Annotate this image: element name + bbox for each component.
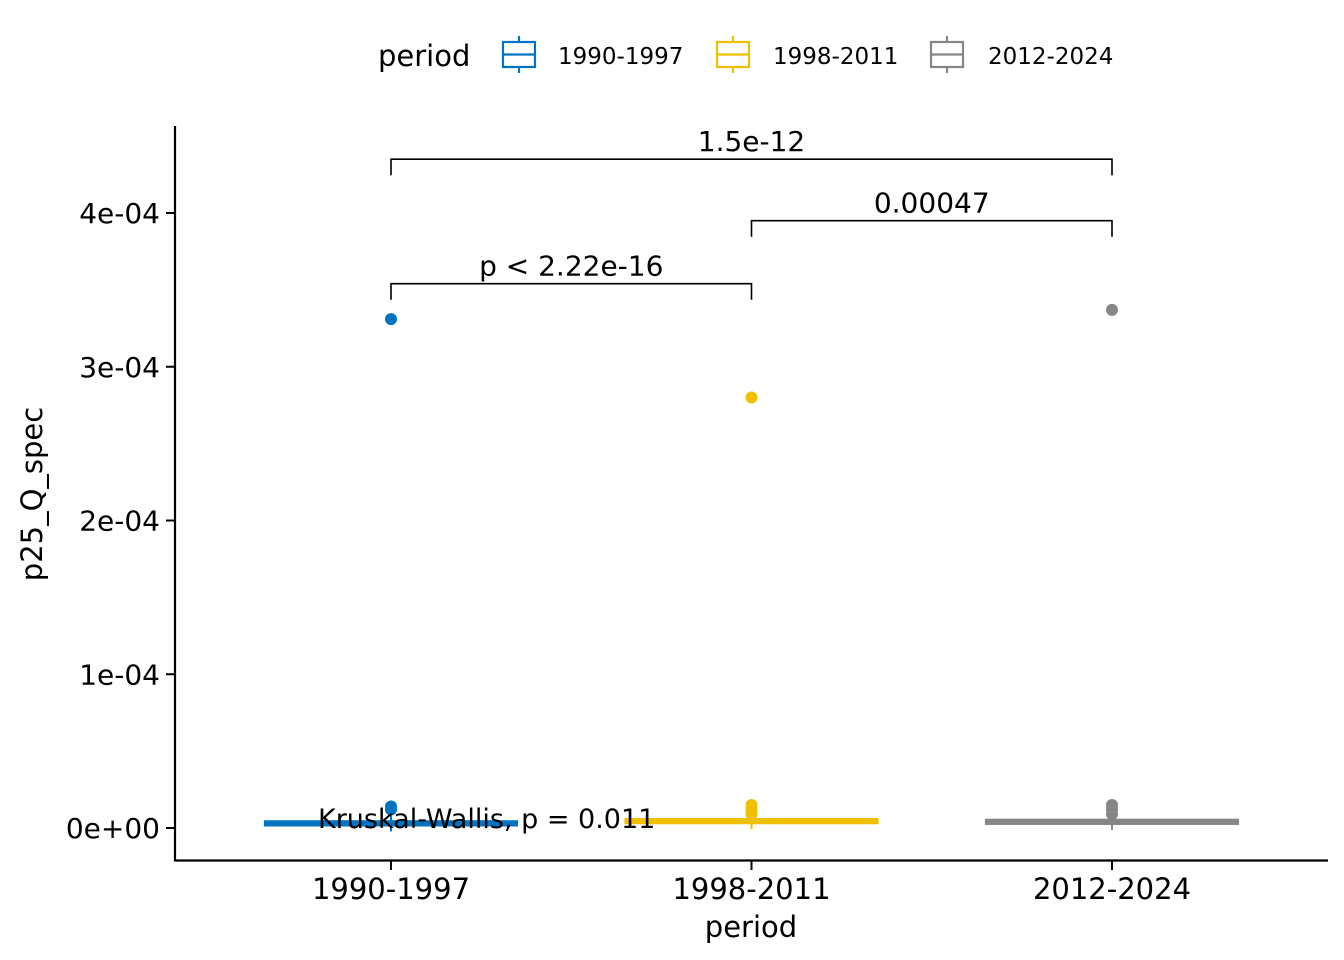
significance-brackets: p < 2.22e-16 0.00047 1.5e-12 [390, 125, 1113, 300]
y-ticks: 0e+00 1e-04 2e-04 3e-04 4e-04 [66, 197, 175, 845]
x-tick-label: 2012-2024 [1033, 872, 1191, 906]
kruskal-wallis-annotation: Kruskal-Wallis, p = 0.011 [318, 804, 655, 835]
legend-label: 2012-2024 [988, 44, 1113, 70]
bracket: 1.5e-12 [390, 125, 1113, 176]
y-axis-label: p25_Q_spec [15, 407, 49, 581]
legend-item-1998-2011: 1998-2011 [715, 36, 898, 73]
legend-title: period [378, 39, 470, 73]
outlier-point [745, 391, 758, 404]
outlier-point [385, 313, 397, 326]
y-tick-label: 2e-04 [79, 505, 160, 538]
legend-item-1990-1997: 1990-1997 [501, 36, 683, 73]
outlier-point [385, 803, 397, 816]
outlier-point [1106, 808, 1118, 821]
x-tick-label: 1998-2011 [672, 872, 830, 906]
box-1990-1997 [263, 313, 519, 832]
x-tick-label: 1990-1997 [312, 872, 470, 906]
y-tick-label: 4e-04 [79, 197, 160, 230]
bracket-label: p < 2.22e-16 [479, 250, 663, 283]
legend-item-2012-2024: 2012-2024 [929, 36, 1113, 73]
bracket-line [750, 219, 1113, 237]
y-tick-label: 3e-04 [79, 351, 160, 384]
legend-label: 1990-1997 [558, 44, 683, 70]
x-axis-label: period [705, 910, 797, 944]
bracket-label: 0.00047 [874, 187, 990, 220]
box-1998-2011 [624, 391, 879, 830]
bracket-label: 1.5e-12 [698, 125, 806, 158]
boxes [263, 303, 1240, 832]
bracket-line [390, 282, 753, 300]
box-2012-2024 [984, 303, 1240, 830]
legend-label: 1998-2011 [773, 44, 898, 70]
x-ticks: 1990-1997 1998-2011 2012-2024 [312, 861, 1191, 906]
legend: period 1990-1997 1998-2011 2012-2024 [378, 36, 1113, 73]
outlier-point [745, 808, 758, 821]
outlier-point [1106, 303, 1118, 316]
bracket: p < 2.22e-16 [390, 250, 753, 300]
y-tick-label: 1e-04 [79, 658, 160, 691]
bracket-line [390, 158, 1113, 176]
bracket: 0.00047 [750, 187, 1113, 237]
y-tick-label: 0e+00 [66, 812, 160, 845]
